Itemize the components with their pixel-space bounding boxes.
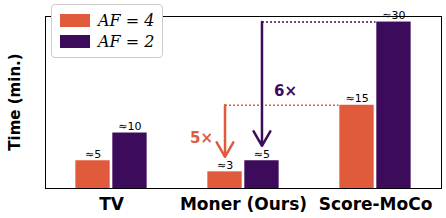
svg-text:6×: 6× xyxy=(274,82,297,100)
svg-text:≈5: ≈5 xyxy=(254,148,270,161)
svg-text:≈15: ≈15 xyxy=(345,92,368,105)
html-text:Time (min.): Time (min.) xyxy=(5,53,24,151)
svg-text:Score-MoCo: Score-MoCo xyxy=(319,194,433,214)
svg-text:≈30: ≈30 xyxy=(382,9,405,22)
svg-text:TV: TV xyxy=(99,194,125,214)
svg-text:≈5: ≈5 xyxy=(85,148,101,161)
svg-text:≈10: ≈10 xyxy=(118,120,141,133)
svg-text:≈3: ≈3 xyxy=(217,159,233,172)
svg-text:Moner (Ours): Moner (Ours) xyxy=(180,194,307,214)
svg-text:5×: 5× xyxy=(190,129,213,147)
html-text:AF = 2: AF = 2 xyxy=(98,32,155,51)
html-text:AF = 4: AF = 4 xyxy=(98,11,155,30)
